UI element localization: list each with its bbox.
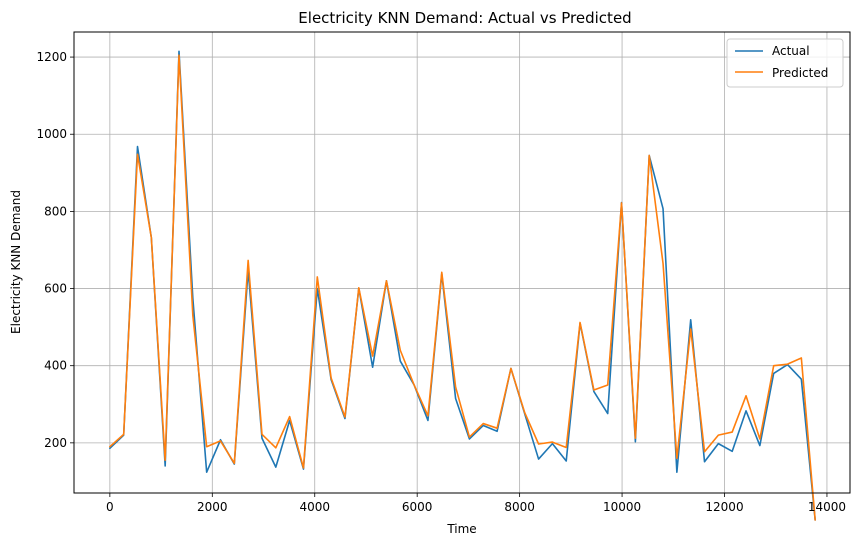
x-tick-label: 0 bbox=[106, 500, 114, 514]
chart-title: Electricity KNN Demand: Actual vs Predic… bbox=[298, 9, 631, 27]
x-tick-label: 2000 bbox=[197, 500, 228, 514]
x-axis-label: Time bbox=[446, 522, 476, 536]
x-axis: 0 2000 4000 6000 8000 10000 12000 14000 bbox=[106, 493, 846, 514]
legend-label-predicted: Predicted bbox=[772, 66, 828, 80]
x-tick-label: 10000 bbox=[603, 500, 641, 514]
y-axis-label: Electricity KNN Demand bbox=[9, 190, 23, 334]
y-tick-label: 800 bbox=[44, 204, 67, 218]
x-tick-label: 6000 bbox=[402, 500, 433, 514]
series-line-predicted bbox=[109, 54, 816, 521]
x-tick-label: 4000 bbox=[299, 500, 330, 514]
plot-frame bbox=[73, 31, 851, 494]
y-tick-label: 600 bbox=[44, 282, 67, 296]
x-tick-label: 8000 bbox=[504, 500, 535, 514]
series-lines bbox=[109, 50, 816, 521]
y-tick-label: 1000 bbox=[36, 127, 67, 141]
legend-label-actual: Actual bbox=[772, 44, 810, 58]
grid bbox=[74, 32, 850, 493]
legend: Actual Predicted bbox=[726, 38, 844, 88]
y-axis: 200 400 600 800 1000 1200 bbox=[36, 50, 74, 450]
y-tick-label: 200 bbox=[44, 436, 67, 450]
y-tick-label: 1200 bbox=[36, 50, 67, 64]
x-tick-label: 14000 bbox=[808, 500, 846, 514]
y-tick-label: 400 bbox=[44, 359, 67, 373]
x-tick-label: 12000 bbox=[705, 500, 743, 514]
